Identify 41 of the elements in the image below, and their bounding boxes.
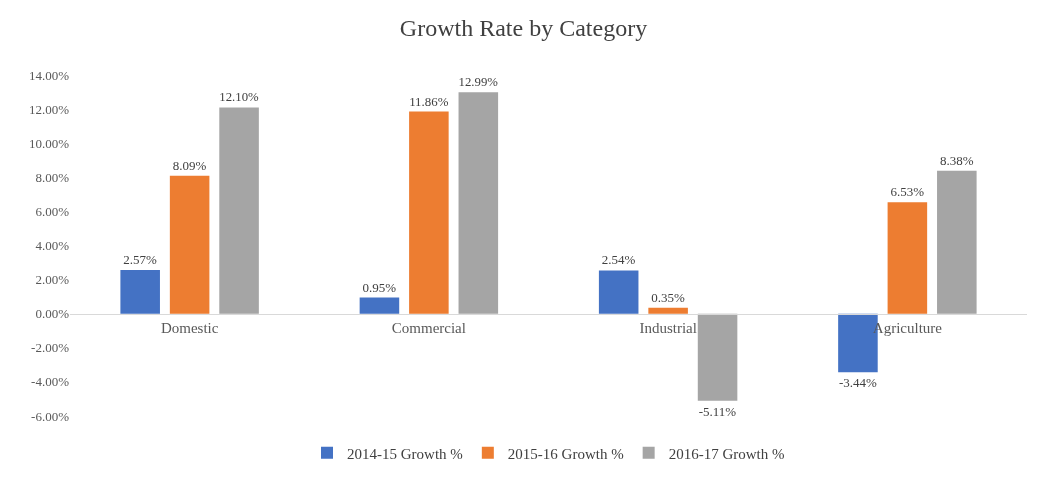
bar [219,107,259,314]
bar [359,297,400,314]
y-tick-label: -2.00% [31,340,70,356]
bar [169,175,210,314]
y-tick-label: 12.00% [28,101,70,117]
data-label: -5.11% [698,403,737,419]
x-tick-label: Industrial [639,319,697,336]
y-tick-label: 14.00% [28,67,70,83]
y-tick-label: 0.00% [35,306,70,322]
bar [887,202,928,314]
bar [697,313,738,401]
bar [120,269,160,314]
y-tick-label: 4.00% [35,238,70,254]
data-label: 2.57% [123,251,158,267]
x-tick-label: Commercial [391,319,466,336]
x-tick-label: Domestic [160,319,219,336]
legend-label: 2015-16 Growth % [507,445,624,462]
legend-label: 2014-15 Growth % [347,445,463,462]
data-label: 0.95% [362,279,397,295]
bar [648,307,688,314]
bar [458,92,499,314]
chart-title: Growth Rate by Category [399,15,648,42]
bar [937,170,977,314]
data-label: 8.09% [172,157,207,173]
y-tick-label: 8.00% [35,169,70,185]
data-label: 6.53% [890,184,925,200]
y-tick-label: -6.00% [31,408,70,424]
data-label: 8.38% [939,152,974,168]
y-tick-label: -4.00% [31,374,70,390]
data-label: 11.86% [409,93,449,109]
y-tick-label: 6.00% [35,203,70,219]
y-tick-label: 10.00% [28,135,70,151]
bar [598,270,639,314]
data-label: -3.44% [838,375,877,391]
y-tick-label: 2.00% [35,272,70,288]
legend-label: 2016-17 Growth % [668,445,785,462]
data-label: 12.10% [219,90,260,105]
bar [409,111,449,314]
data-label: 2.54% [601,252,636,268]
data-label: 0.35% [651,289,685,305]
data-label: 12.99% [458,75,499,90]
